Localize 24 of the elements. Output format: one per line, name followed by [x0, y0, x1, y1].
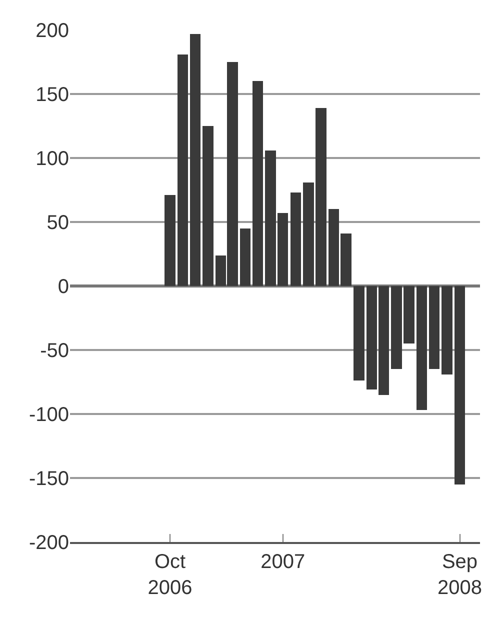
bar — [290, 192, 302, 286]
bar — [164, 195, 176, 286]
y-tick-label: -50 — [40, 340, 69, 362]
bar — [428, 286, 440, 370]
y-tick-label: -150 — [28, 468, 69, 490]
y-tick-label: 150 — [36, 84, 69, 106]
y-tick-label: 50 — [46, 212, 69, 234]
y-tick-label: 100 — [36, 148, 69, 170]
bar — [202, 126, 214, 286]
bar — [454, 286, 466, 484]
x-tick-label: Sep 2008 — [438, 551, 482, 599]
y-tick-label: 200 — [36, 20, 69, 42]
y-tick-label: -100 — [28, 404, 69, 426]
bar — [252, 81, 264, 286]
bar — [354, 286, 364, 381]
bar — [442, 286, 452, 374]
bar — [416, 286, 428, 410]
x-tick-label: 2007 — [260, 551, 306, 573]
bar — [240, 228, 251, 286]
bar — [190, 34, 201, 286]
bar — [177, 54, 188, 286]
y-tick-label: 0 — [58, 276, 69, 298]
y-tick-label: -200 — [28, 532, 69, 554]
x-tick-label: Oct 2006 — [148, 551, 192, 599]
